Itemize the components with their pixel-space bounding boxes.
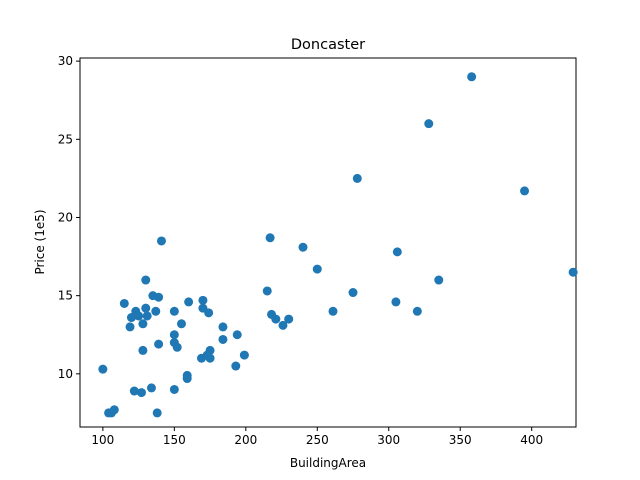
x-axis-ticks: 100 150 200 250 300 350 400 — [91, 427, 543, 447]
data-point — [142, 311, 152, 321]
data-point — [467, 72, 477, 82]
data-point — [298, 242, 308, 252]
data-point — [391, 297, 401, 307]
data-point — [169, 384, 179, 394]
data-point — [176, 319, 186, 329]
chart-title: Doncaster — [291, 37, 365, 53]
data-point — [218, 322, 228, 332]
data-point — [125, 322, 135, 332]
y-tick-label: 15 — [58, 289, 73, 303]
y-axis-label: Price (1e5) — [33, 209, 47, 274]
data-point — [278, 320, 288, 330]
x-tick-label: 200 — [234, 433, 257, 447]
data-point — [265, 233, 275, 243]
x-tick-label: 100 — [91, 433, 114, 447]
y-tick-label: 10 — [58, 367, 73, 381]
data-points — [98, 72, 578, 418]
y-axis-ticks: 10 15 20 25 30 — [58, 54, 80, 381]
data-point — [141, 275, 151, 285]
data-point — [271, 314, 281, 324]
data-point — [568, 267, 578, 277]
data-point — [218, 334, 228, 344]
data-point — [152, 408, 162, 418]
y-tick-label: 25 — [58, 132, 73, 146]
data-point — [138, 319, 148, 329]
data-point — [412, 306, 422, 316]
x-tick-label: 350 — [449, 433, 472, 447]
data-point — [136, 388, 146, 398]
y-tick-label: 20 — [58, 210, 73, 224]
data-point — [138, 345, 148, 355]
x-tick-label: 250 — [306, 433, 329, 447]
data-point — [392, 247, 402, 257]
data-point — [520, 186, 530, 196]
data-point — [205, 345, 215, 355]
data-point — [182, 374, 192, 384]
data-point — [239, 350, 249, 360]
data-point — [172, 342, 182, 352]
data-point — [129, 386, 139, 396]
y-tick-label: 30 — [58, 54, 73, 68]
data-point — [284, 314, 294, 324]
data-point — [232, 330, 242, 340]
data-point — [262, 286, 272, 296]
data-point — [134, 311, 144, 321]
data-point — [198, 295, 208, 305]
x-axis-label: BuildingArea — [290, 456, 366, 470]
data-point — [156, 236, 166, 246]
x-tick-label: 400 — [520, 433, 543, 447]
data-point — [352, 173, 362, 183]
data-point — [184, 297, 194, 307]
data-point — [434, 275, 444, 285]
data-point — [109, 405, 119, 415]
plot-area — [79, 57, 577, 428]
data-point — [151, 306, 161, 316]
data-point — [231, 361, 241, 371]
x-tick-label: 300 — [377, 433, 400, 447]
data-point — [169, 330, 179, 340]
data-point — [328, 306, 338, 316]
data-point — [98, 364, 108, 374]
data-point — [424, 119, 434, 129]
data-point — [204, 308, 214, 318]
data-point — [169, 306, 179, 316]
data-point — [154, 292, 164, 302]
data-point — [205, 353, 215, 363]
data-point — [154, 339, 164, 349]
x-tick-label: 150 — [163, 433, 186, 447]
data-point — [119, 298, 129, 308]
data-point — [146, 383, 156, 393]
data-point — [141, 303, 151, 313]
data-point — [312, 264, 322, 274]
data-point — [348, 288, 358, 298]
